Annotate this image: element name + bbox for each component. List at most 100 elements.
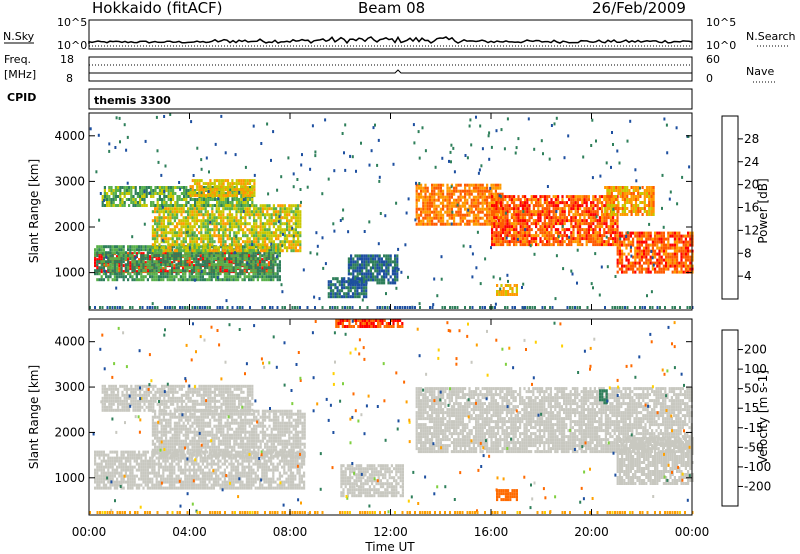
power-cell	[100, 248, 103, 252]
power-cell	[590, 201, 593, 205]
power-cell	[598, 198, 601, 202]
power-cell	[528, 228, 531, 232]
power-cell	[259, 254, 262, 258]
power-cell	[223, 270, 226, 274]
power-cell	[506, 204, 509, 208]
power-cell	[96, 258, 99, 262]
power-cell	[662, 237, 665, 241]
power-cell	[343, 286, 346, 290]
power-speckle	[554, 297, 557, 301]
power-cell	[206, 266, 209, 270]
power-cell	[583, 201, 586, 205]
power-cell	[210, 251, 213, 255]
power-cell	[678, 234, 681, 238]
power-cell	[606, 204, 609, 207]
power-cell	[592, 207, 595, 211]
power-cell	[169, 213, 172, 217]
power-cell	[493, 240, 496, 244]
power-cell	[235, 185, 238, 189]
power-cell	[106, 204, 109, 207]
power-cell	[574, 204, 577, 208]
power-cell	[488, 216, 491, 220]
power-cell	[347, 260, 350, 264]
power-cell	[251, 185, 254, 189]
power-cell	[253, 222, 256, 226]
power-cell	[475, 183, 478, 187]
power-cell	[479, 195, 482, 199]
power-cell	[217, 246, 220, 250]
power-cell	[444, 222, 447, 226]
power-cell	[570, 201, 573, 205]
power-cell	[268, 240, 271, 244]
power-cell	[356, 280, 359, 284]
power-cell	[245, 269, 248, 273]
power-cell	[244, 234, 247, 238]
power-cell	[678, 249, 681, 253]
power-cell	[504, 228, 507, 232]
power-cell	[435, 207, 438, 211]
power-cell	[539, 216, 542, 220]
power-cell	[546, 213, 549, 217]
power-cell	[457, 213, 460, 217]
power-cell	[515, 231, 518, 235]
power-cell	[235, 249, 238, 253]
power-cell	[499, 237, 502, 241]
power-cell	[643, 207, 646, 210]
power-cell	[292, 231, 295, 235]
power-cell	[94, 272, 97, 276]
power-cell	[669, 261, 672, 265]
power-cell	[614, 204, 617, 208]
power-cell	[612, 201, 616, 204]
power-cell	[261, 243, 264, 247]
power-cell	[656, 270, 659, 274]
power-cell	[552, 234, 555, 238]
power-speckle	[415, 181, 417, 185]
power-cell	[204, 260, 207, 264]
power-cell	[156, 246, 159, 250]
power-cell	[481, 186, 484, 190]
power-cell	[499, 207, 502, 211]
power-cell	[526, 228, 529, 232]
power-cell	[144, 267, 147, 271]
power-cell	[464, 192, 467, 196]
power-cell	[212, 254, 215, 258]
power-cell	[541, 234, 544, 238]
power-cell	[188, 258, 191, 262]
power-cell	[158, 207, 161, 211]
power-cell	[176, 207, 179, 211]
power-cell	[546, 198, 549, 202]
power-cell	[275, 231, 278, 235]
power-speckle	[208, 170, 210, 174]
power-cell	[448, 216, 451, 220]
power-cell	[140, 266, 143, 270]
power-cell	[263, 272, 266, 276]
power-cell	[581, 201, 584, 205]
power-speckle	[333, 229, 336, 233]
power-cell	[626, 207, 629, 210]
power-cell	[297, 219, 300, 223]
power-cell	[215, 251, 218, 255]
power-cell	[546, 222, 549, 226]
power-cell	[211, 182, 214, 186]
power-cell	[350, 278, 353, 282]
power-cell	[224, 222, 227, 226]
power-cell	[105, 263, 108, 267]
power-speckle	[191, 271, 194, 275]
power-cell	[572, 237, 575, 241]
power-cell	[645, 240, 648, 244]
power-cell	[543, 222, 546, 226]
power-cell	[246, 222, 249, 226]
power-cell	[184, 210, 187, 214]
power-cell	[606, 198, 609, 201]
power-cell	[211, 237, 214, 241]
power-cell	[113, 257, 116, 261]
power-cell	[662, 267, 665, 271]
power-cell	[424, 204, 427, 208]
power-cell	[621, 255, 624, 259]
power-cell	[552, 237, 555, 241]
power-cell	[587, 240, 590, 244]
power-cell	[535, 204, 538, 208]
power-cell	[640, 252, 643, 256]
power-cell	[155, 269, 158, 273]
